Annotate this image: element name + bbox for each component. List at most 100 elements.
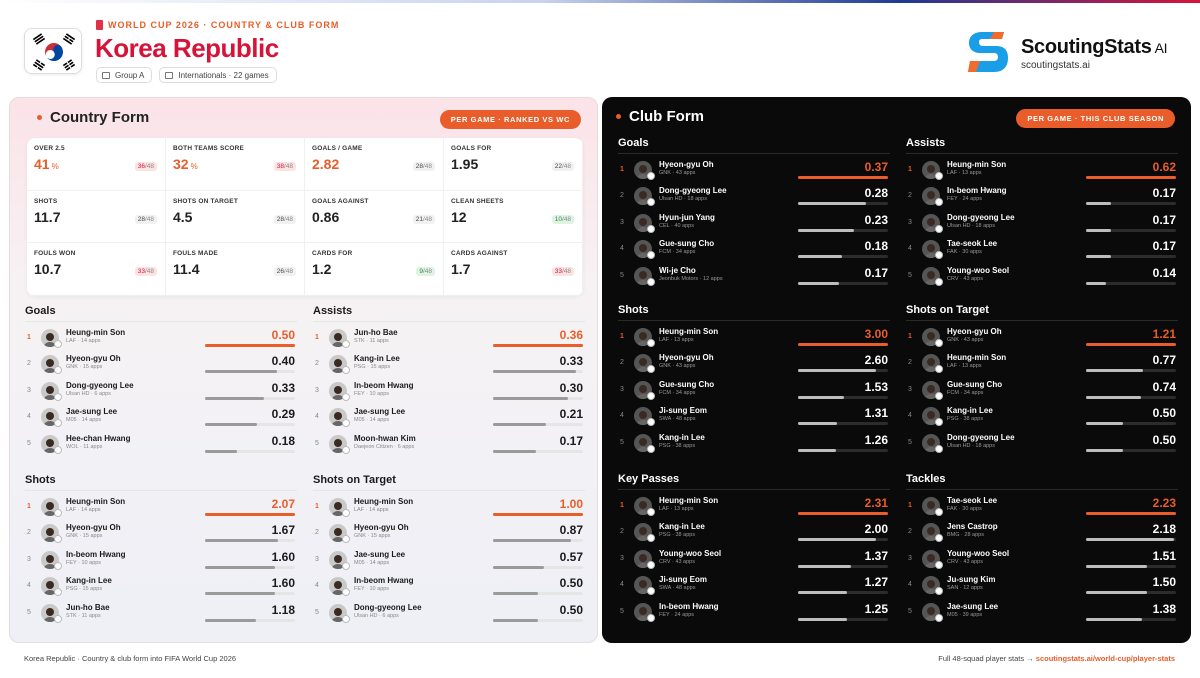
player-name: Kang-in Lee bbox=[659, 522, 705, 532]
value-bar-fill bbox=[205, 396, 265, 400]
rank-number: 2 bbox=[620, 359, 624, 367]
leaderboard-row[interactable]: 3 Dong-gyeong Lee Ulsan HD · 6 apps 0.33 bbox=[25, 379, 297, 405]
stat-label: FOULS MADE bbox=[173, 250, 218, 258]
leaderboard-row[interactable]: 3 Gue-sung Cho FCM · 34 apps 0.74 bbox=[906, 378, 1178, 404]
leaderboard-row[interactable]: 5 Dong-gyeong Lee Ulsan HD · 18 apps 0.50 bbox=[906, 431, 1178, 457]
leaderboard-row[interactable]: 3 Hyun-jun Yang CEL · 40 apps 0.23 bbox=[618, 211, 890, 237]
leaderboard-row[interactable]: 1 Heung-min Son LAF · 14 apps 0.50 bbox=[25, 326, 297, 352]
player-name: Hee-chan Hwang bbox=[66, 433, 131, 443]
stat-rank: 22 bbox=[554, 163, 562, 170]
leaderboard-row[interactable]: 3 Jae-sung Lee M05 · 14 apps 0.57 bbox=[313, 548, 585, 574]
leaderboard-row[interactable]: 2 In-beom Hwang FEY · 24 apps 0.17 bbox=[906, 184, 1178, 210]
country-form-panel: Country Form PER GAME · RANKED VS WC OVE… bbox=[9, 97, 598, 643]
leaderboard-row[interactable]: 4 Kang-in Lee PSG · 38 apps 0.50 bbox=[906, 404, 1178, 430]
stat-value: 11.7 bbox=[34, 209, 60, 225]
leaderboard-row[interactable]: 4 Tae-seok Lee FAK · 30 apps 0.17 bbox=[906, 237, 1178, 263]
stat-value: 0.33 bbox=[271, 380, 295, 395]
stat-value: 0.17 bbox=[559, 433, 583, 448]
player-club-apps: FCM · 34 apps bbox=[947, 389, 984, 396]
leaderboard-row[interactable]: 2 Jens Castrop BMG · 28 apps 2.18 bbox=[906, 520, 1178, 546]
leaderboard-row[interactable]: 2 Hyeon-gyu Oh GNK · 15 apps 0.40 bbox=[25, 352, 297, 378]
club-badge-icon bbox=[935, 391, 943, 400]
value-bar-track bbox=[205, 565, 295, 569]
leaderboard-row[interactable]: 4 Ji-sung Eom SWA · 48 apps 1.27 bbox=[618, 573, 890, 599]
leaderboard-row[interactable]: 1 Heung-min Son LAF · 14 apps 2.07 bbox=[25, 495, 297, 521]
leaderboard-row[interactable]: 5 Dong-gyeong Lee Ulsan HD · 6 apps 0.50 bbox=[313, 601, 585, 627]
leaderboard-row[interactable]: 1 Heung-min Son LAF · 13 apps 0.62 bbox=[906, 158, 1178, 184]
stat-label: BOTH TEAMS SCORE bbox=[173, 145, 245, 152]
rank-number: 5 bbox=[27, 608, 31, 616]
leaderboard-row[interactable]: 5 In-beom Hwang FEY · 24 apps 1.25 bbox=[618, 600, 890, 626]
stat-value: 0.57 bbox=[559, 549, 583, 564]
avatar-head bbox=[46, 333, 54, 341]
leaderboard-row[interactable]: 4 Gue-sung Cho FCM · 34 apps 0.18 bbox=[618, 237, 890, 263]
value-bar-fill bbox=[1086, 617, 1142, 621]
club-badge-icon bbox=[647, 613, 655, 622]
leaderboard-row[interactable]: 5 Kang-in Lee PSG · 38 apps 1.26 bbox=[618, 431, 890, 457]
leaderboard-row[interactable]: 2 Hyeon-gyu Oh GNK · 15 apps 0.87 bbox=[313, 521, 585, 547]
leaderboard-row[interactable]: 5 Moon-hwan Kim Daejeon Citizen · 6 apps 0.… bbox=[313, 432, 585, 458]
stat-value: 0.23 bbox=[864, 212, 888, 227]
avatar-body bbox=[43, 421, 57, 427]
leaderboard-row[interactable]: 1 Hyeon-gyu Oh GNK · 43 apps 0.37 bbox=[618, 158, 890, 184]
leaderboard-row[interactable]: 3 Dong-gyeong Lee Ulsan HD · 18 apps 0.17 bbox=[906, 211, 1178, 237]
leaderboard-row[interactable]: 2 Kang-in Lee PSG · 38 apps 2.00 bbox=[618, 520, 890, 546]
stat-rank: 36 bbox=[137, 163, 145, 170]
leaderboard-title: Shots on Target bbox=[313, 474, 585, 491]
leaderboard-row[interactable]: 4 In-beom Hwang FEY · 10 apps 0.50 bbox=[313, 574, 585, 600]
leaderboard-row[interactable]: 4 Kang-in Lee PSG · 15 apps 1.60 bbox=[25, 574, 297, 600]
leaderboard-row[interactable]: 2 Dong-gyeong Lee Ulsan HD · 18 apps 0.28 bbox=[618, 184, 890, 210]
leaderboard-row[interactable]: 5 Hee-chan Hwang WOL · 11 apps 0.18 bbox=[25, 432, 297, 458]
stat-label: GOALS FOR bbox=[451, 145, 492, 152]
value-bar-fill bbox=[798, 255, 842, 259]
leaderboard-row[interactable]: 1 Heung-min Son LAF · 14 apps 1.00 bbox=[313, 495, 585, 521]
leaderboard-row[interactable]: 5 Jun-ho Bae STK · 11 apps 1.18 bbox=[25, 601, 297, 627]
leaderboard-row[interactable]: 1 Tae-seok Lee FAK · 30 apps 2.23 bbox=[906, 494, 1178, 520]
leaderboard-row[interactable]: 2 Heung-min Son LAF · 13 apps 0.77 bbox=[906, 351, 1178, 377]
value-bar-track bbox=[798, 422, 888, 426]
brand-logo[interactable]: ScoutingStats AI scoutingstats.ai bbox=[964, 28, 1184, 78]
leaderboard-row[interactable]: 5 Wi-je Cho Jeonbuk Motors · 12 apps 0.17 bbox=[618, 264, 890, 290]
leaderboard-row[interactable]: 1 Heung-min Son LAF · 13 apps 2.31 bbox=[618, 494, 890, 520]
club-badge-icon bbox=[935, 508, 943, 516]
leaderboard-row[interactable]: 1 Hyeon-gyu Oh GNK · 43 apps 1.21 bbox=[906, 325, 1178, 351]
leaderboard-row[interactable]: 2 Kang-in Lee PSG · 15 apps 0.33 bbox=[313, 352, 585, 378]
player-club-apps: PSG · 38 apps bbox=[659, 532, 696, 539]
club-badge-icon bbox=[342, 561, 350, 570]
player-name: In-beom Hwang bbox=[947, 186, 1007, 196]
leaderboard-row[interactable]: 2 Hyeon-gyu Oh GNK · 15 apps 1.67 bbox=[25, 521, 297, 547]
rank-number: 5 bbox=[908, 271, 912, 279]
leaderboard-row[interactable]: 3 Gue-sung Cho FCM · 34 apps 1.53 bbox=[618, 378, 890, 404]
value-bar-fill bbox=[205, 370, 277, 374]
leaderboard-row[interactable]: 1 Heung-min Son LAF · 13 apps 3.00 bbox=[618, 325, 890, 351]
avatar-head bbox=[927, 244, 935, 253]
leaderboard-block: Shots on Target 1 Hyeon-gyu Oh GNK · 43 app… bbox=[906, 304, 1178, 457]
stat-label: CARDS AGAINST bbox=[451, 250, 508, 258]
player-name: Hyeon-gyu Oh bbox=[66, 523, 121, 533]
leaderboard-row[interactable]: 4 Jae-sung Lee M05 · 14 apps 0.29 bbox=[25, 405, 297, 431]
leaderboard-row[interactable]: 3 In-beom Hwang FEY · 10 apps 1.60 bbox=[25, 548, 297, 574]
leaderboard-row[interactable]: 4 Ju-sung Kim SAN · 12 apps 1.50 bbox=[906, 573, 1178, 599]
leaderboard-row[interactable]: 5 Young-woo Seol CRV · 43 apps 0.14 bbox=[906, 264, 1178, 290]
player-stats-link[interactable]: scoutingstats.ai/world-cup/player-stats bbox=[1035, 654, 1175, 663]
leaderboard-row[interactable]: 4 Jae-sung Lee M05 · 14 apps 0.21 bbox=[313, 405, 585, 431]
value-bar-track bbox=[798, 202, 888, 206]
leaderboard-row[interactable]: 5 Jae-sung Lee M05 · 39 apps 1.38 bbox=[906, 600, 1178, 626]
value-bar-fill bbox=[798, 422, 838, 426]
leaderboard-row[interactable]: 2 Hyeon-gyu Oh GNK · 43 apps 2.60 bbox=[618, 351, 890, 377]
leaderboard-row[interactable]: 3 Young-woo Seol CRV · 43 apps 1.51 bbox=[906, 547, 1178, 573]
brand-url[interactable]: scoutingstats.ai bbox=[1021, 60, 1090, 71]
club-badge-icon bbox=[342, 419, 350, 428]
leaderboard-row[interactable]: 1 Jun-ho Bae STK · 11 apps 0.36 bbox=[313, 326, 585, 352]
avatar-body bbox=[636, 510, 650, 515]
value-bar-fill bbox=[798, 176, 888, 179]
leaderboard-row[interactable]: 3 In-beom Hwang FEY · 10 apps 0.30 bbox=[313, 379, 585, 405]
player-club-apps: CEL · 40 apps bbox=[659, 222, 694, 229]
stat-rank: 33 bbox=[137, 268, 145, 276]
leaderboard-row[interactable]: 3 Young-woo Seol CRV · 43 apps 1.37 bbox=[618, 547, 890, 573]
avatar-body bbox=[331, 616, 345, 622]
player-club-apps: GNK · 43 apps bbox=[659, 170, 696, 176]
stat-rank-badge: 33/48 bbox=[551, 267, 574, 277]
leaderboard-row[interactable]: 4 Ji-sung Eom SWA · 48 apps 1.31 bbox=[618, 404, 890, 430]
player-club-apps: PSG · 38 apps bbox=[947, 416, 984, 423]
